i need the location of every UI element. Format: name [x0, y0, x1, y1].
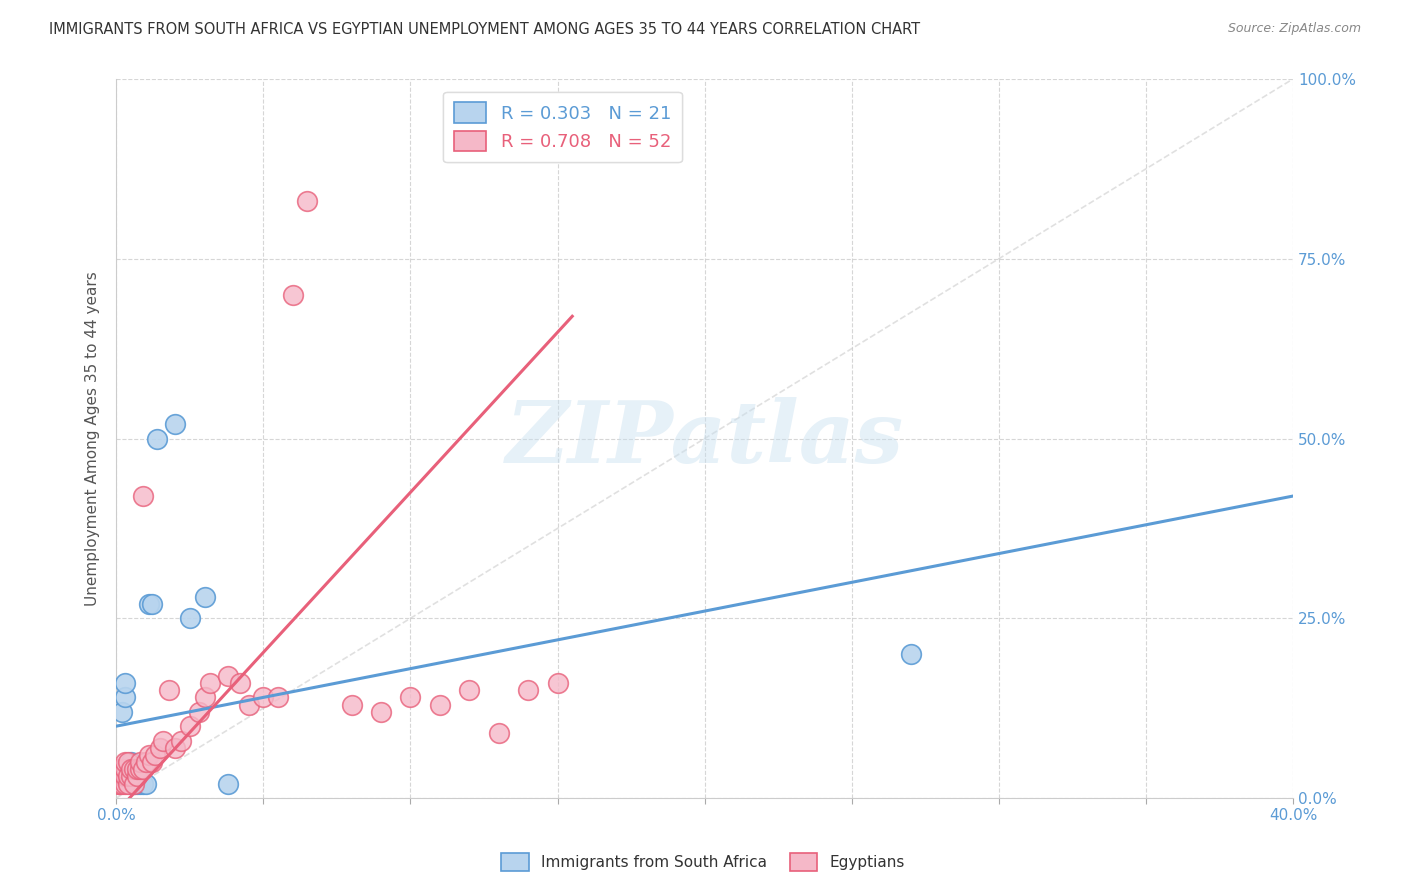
Point	[399, 690, 422, 705]
Point	[193, 590, 215, 604]
Point	[152, 733, 174, 747]
Point	[117, 777, 139, 791]
Point	[128, 755, 150, 769]
Point	[165, 740, 187, 755]
Point	[111, 762, 134, 776]
Point	[132, 777, 155, 791]
Point	[141, 597, 163, 611]
Point	[547, 676, 569, 690]
Point	[193, 690, 215, 705]
Point	[108, 777, 131, 791]
Point	[114, 770, 136, 784]
Point	[125, 770, 148, 784]
Point	[138, 597, 160, 611]
Point	[187, 705, 209, 719]
Point	[217, 669, 239, 683]
Point	[340, 698, 363, 712]
Text: IMMIGRANTS FROM SOUTH AFRICA VS EGYPTIAN UNEMPLOYMENT AMONG AGES 35 TO 44 YEARS : IMMIGRANTS FROM SOUTH AFRICA VS EGYPTIAN…	[49, 22, 921, 37]
Point	[132, 489, 155, 503]
Point	[128, 777, 150, 791]
Point	[117, 755, 139, 769]
Point	[252, 690, 274, 705]
Point	[122, 777, 145, 791]
Point	[114, 762, 136, 776]
Point	[128, 762, 150, 776]
Point	[458, 683, 481, 698]
Point	[108, 770, 131, 784]
Point	[179, 611, 201, 625]
Point	[517, 683, 540, 698]
Point	[135, 777, 157, 791]
Point	[143, 747, 166, 762]
Point	[238, 698, 260, 712]
Point	[165, 417, 187, 431]
Point	[141, 755, 163, 769]
Point	[135, 755, 157, 769]
Point	[111, 770, 134, 784]
Point	[229, 676, 252, 690]
Point	[370, 705, 392, 719]
Point	[146, 432, 169, 446]
Point	[111, 705, 134, 719]
Point	[200, 676, 222, 690]
Point	[108, 777, 131, 791]
Point	[117, 770, 139, 784]
Point	[281, 287, 304, 301]
Point	[120, 755, 142, 769]
Point	[120, 777, 142, 791]
Point	[900, 647, 922, 661]
Point	[429, 698, 451, 712]
Point	[120, 770, 142, 784]
Point	[114, 690, 136, 705]
Point	[267, 690, 290, 705]
Point	[179, 719, 201, 733]
Point	[125, 777, 148, 791]
Point	[157, 683, 180, 698]
Point	[149, 740, 172, 755]
Point	[117, 770, 139, 784]
Point	[114, 777, 136, 791]
Point	[297, 194, 319, 209]
Point	[120, 762, 142, 776]
Point	[108, 770, 131, 784]
Point	[132, 762, 155, 776]
Text: Source: ZipAtlas.com: Source: ZipAtlas.com	[1227, 22, 1361, 36]
Point	[122, 777, 145, 791]
Point	[120, 762, 142, 776]
Point	[108, 762, 131, 776]
Legend: Immigrants from South Africa, Egyptians: Immigrants from South Africa, Egyptians	[495, 847, 911, 877]
Y-axis label: Unemployment Among Ages 35 to 44 years: Unemployment Among Ages 35 to 44 years	[86, 271, 100, 606]
Point	[170, 733, 193, 747]
Point	[125, 762, 148, 776]
Text: ZIPatlas: ZIPatlas	[506, 397, 904, 480]
Point	[111, 777, 134, 791]
Point	[488, 726, 510, 740]
Point	[138, 747, 160, 762]
Point	[217, 777, 239, 791]
Legend: R = 0.303   N = 21, R = 0.708   N = 52: R = 0.303 N = 21, R = 0.708 N = 52	[443, 92, 682, 162]
Point	[122, 762, 145, 776]
Point	[114, 676, 136, 690]
Point	[114, 755, 136, 769]
